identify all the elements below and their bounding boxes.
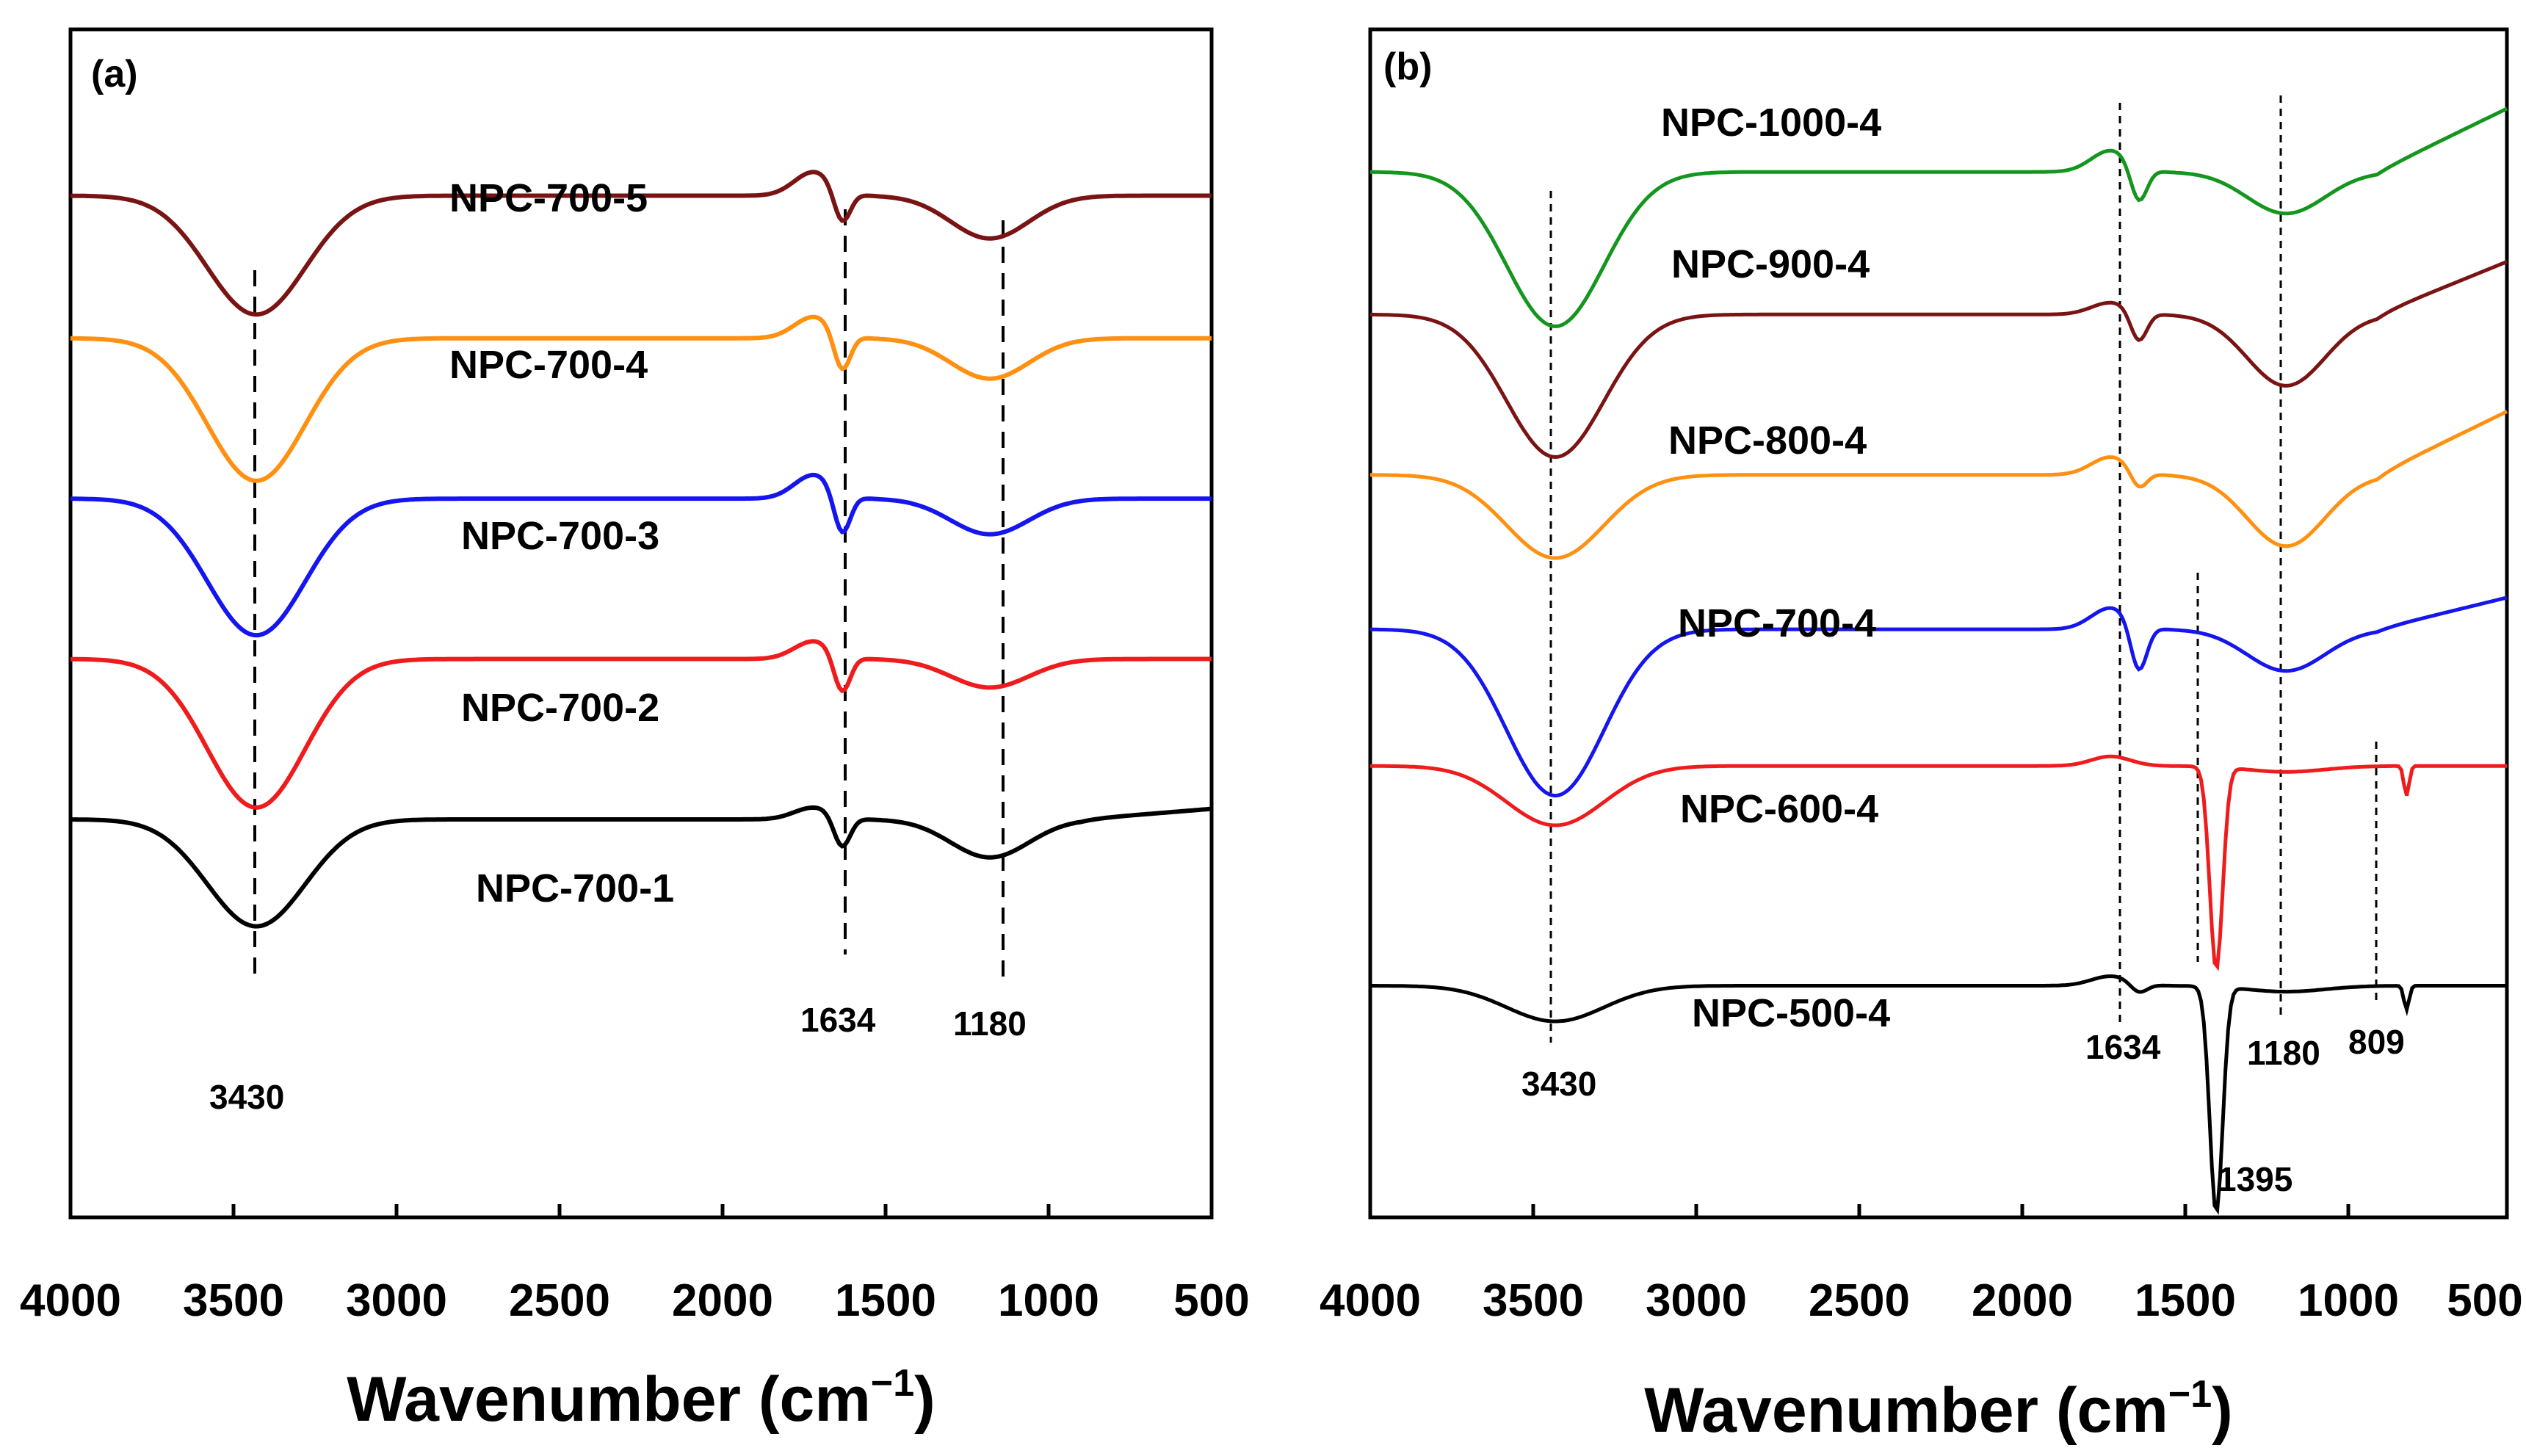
series-label-npc-600-4: NPC-600-4 <box>1680 787 1878 831</box>
series-line-npc-700-3 <box>70 472 1212 638</box>
panel-b-frame <box>1368 27 2509 1220</box>
series-label-npc-900-4: NPC-900-4 <box>1671 242 1870 286</box>
x-axis-title-close: ) <box>2212 1375 2233 1446</box>
x-tick-label-500: 500 <box>1173 1275 1249 1326</box>
x-tick-label-3000: 3000 <box>1646 1275 1747 1326</box>
series-label-npc-700-4: NPC-700-4 <box>449 343 648 387</box>
panel-a-peak-labels: 3430 1634 1180 <box>209 1001 1027 1116</box>
panel-a-peak-lines <box>253 209 1005 977</box>
panel-a-frame <box>68 27 1214 1220</box>
x-tick-label-3500: 3500 <box>1483 1275 1584 1326</box>
panel-a-label: (a) <box>91 53 138 95</box>
panel-b-x-axis: 4000 3500 3000 2500 2000 1500 1000 500 W… <box>1320 1204 2523 1446</box>
panel-a-x-axis: 4000 3500 3000 2500 2000 1500 1000 500 W… <box>20 1204 1250 1435</box>
panel-b-x-ticks <box>1368 1204 2509 1217</box>
panel-b-series-labels: NPC-1000-4 NPC-900-4 NPC-800-4 NPC-700-4… <box>1661 101 1890 1035</box>
x-tick-label-4000: 4000 <box>20 1275 121 1326</box>
panel-a-series <box>70 170 1212 929</box>
peak-label-1180: 1180 <box>2247 1034 2320 1072</box>
x-tick-label-1000: 1000 <box>998 1275 1099 1326</box>
x-tick-label-4000: 4000 <box>1320 1275 1421 1326</box>
x-tick-label-500: 500 <box>2447 1275 2522 1326</box>
series-line-npc-700-5 <box>70 170 1212 317</box>
panel-a: (a) NPC-700-5 NPC-700-4 NPC-700-3 NPC-70… <box>20 27 1250 1435</box>
series-line-npc-500-4 <box>1370 974 2507 1215</box>
panel-b-peak-labels: 3430 1634 1395 1180 809 <box>1521 1023 2405 1198</box>
panel-a-x-ticks <box>68 1204 1214 1217</box>
series-line-npc-700-2 <box>70 639 1212 810</box>
peak-label-1634: 1634 <box>800 1001 876 1039</box>
series-label-npc-700-2: NPC-700-2 <box>461 686 659 730</box>
series-line-npc-800-4 <box>1369 410 2508 560</box>
peak-label-1395: 1395 <box>2218 1160 2292 1198</box>
x-tick-label-2000: 2000 <box>672 1275 773 1326</box>
series-line-npc-700-1 <box>70 805 1212 929</box>
x-tick-label-3000: 3000 <box>346 1275 447 1326</box>
x-axis-title-superscript: −1 <box>871 1362 914 1405</box>
panel-b-series <box>1369 106 2508 1215</box>
peak-label-1634: 1634 <box>2085 1028 2161 1066</box>
series-label-npc-700-4-b: NPC-700-4 <box>1678 601 1876 645</box>
series-line-npc-600-4 <box>1370 754 2507 971</box>
x-tick-label-3500: 3500 <box>183 1275 284 1326</box>
peak-label-3430: 3430 <box>209 1078 284 1116</box>
peak-label-1180: 1180 <box>953 1004 1027 1043</box>
x-axis-title-close: ) <box>914 1364 936 1435</box>
series-line-npc-900-4 <box>1370 260 2508 459</box>
x-tick-label-2500: 2500 <box>1809 1275 1910 1326</box>
series-label-npc-700-1: NPC-700-1 <box>476 866 674 910</box>
panel-a-x-axis-title: Wavenumber (cm−1) <box>347 1362 936 1435</box>
series-line-npc-700-4 <box>70 314 1212 483</box>
x-tick-label-1000: 1000 <box>2298 1275 2399 1326</box>
x-tick-label-1500: 1500 <box>835 1275 936 1326</box>
series-label-npc-500-4: NPC-500-4 <box>1692 991 1890 1035</box>
panel-b-x-axis-title: Wavenumber (cm−1) <box>1644 1373 2233 1446</box>
x-tick-label-2500: 2500 <box>509 1275 610 1326</box>
series-label-npc-800-4: NPC-800-4 <box>1668 419 1867 463</box>
panel-b: (b) NPC-1000-4 NPC-900-4 NPC-800-4 NPC-7… <box>1320 27 2523 1446</box>
panel-b-peak-lines <box>1549 95 2378 1043</box>
x-axis-title-superscript: −1 <box>2168 1373 2212 1416</box>
peak-label-809: 809 <box>2348 1023 2405 1061</box>
series-label-npc-700-3: NPC-700-3 <box>461 514 659 558</box>
series-label-npc-700-5: NPC-700-5 <box>449 176 648 220</box>
series-line-npc-700-4-b <box>1370 595 2508 798</box>
panel-b-label: (b) <box>1383 46 1432 88</box>
series-label-npc-1000-4: NPC-1000-4 <box>1661 101 1881 145</box>
x-axis-title-main: Wavenumber (cm <box>1644 1375 2168 1446</box>
x-tick-label-2000: 2000 <box>1972 1275 2073 1326</box>
peak-label-3430: 3430 <box>1521 1065 1596 1103</box>
series-line-npc-1000-4 <box>1370 106 2508 328</box>
panel-a-series-labels: NPC-700-5 NPC-700-4 NPC-700-3 NPC-700-2 … <box>449 176 674 910</box>
x-axis-title-main: Wavenumber (cm <box>347 1364 871 1435</box>
x-tick-label-1500: 1500 <box>2135 1275 2236 1326</box>
